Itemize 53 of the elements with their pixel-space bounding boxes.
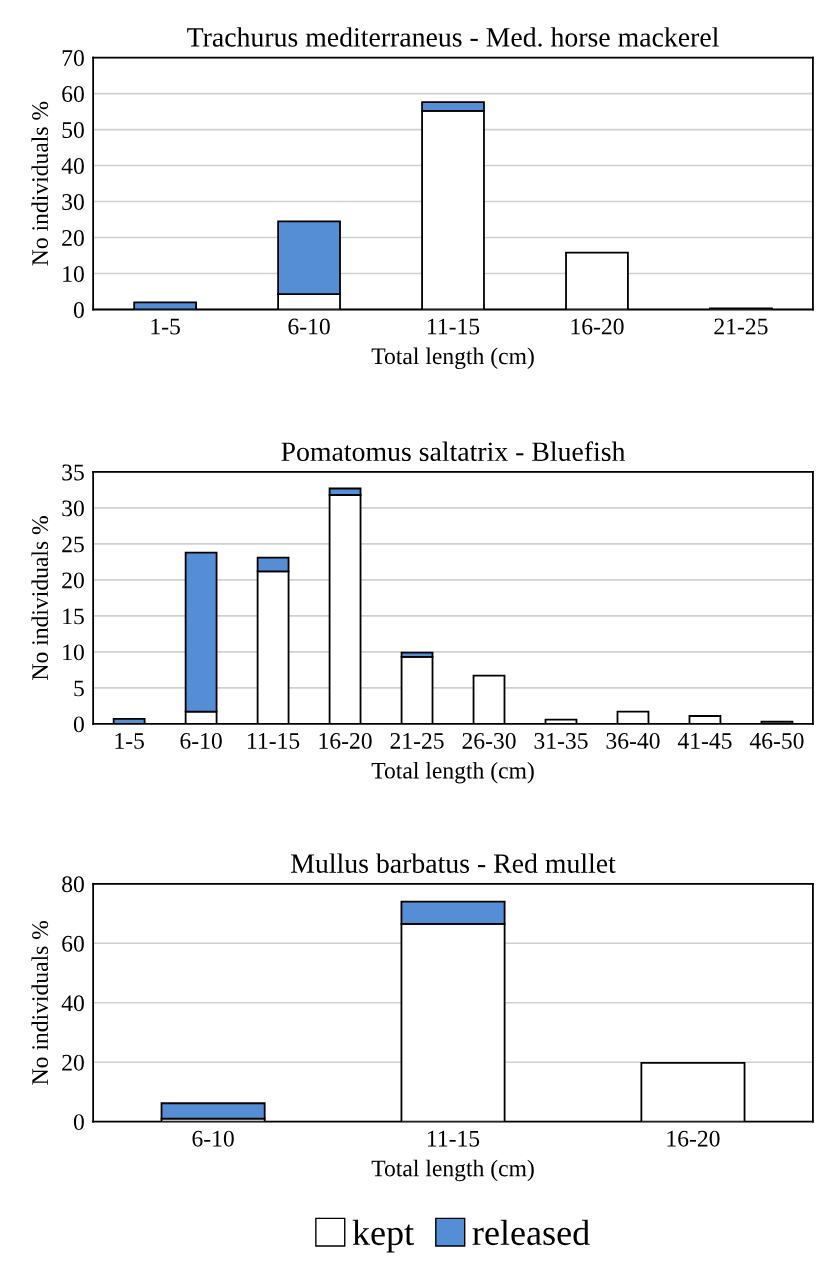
y-tick-label: 80	[62, 876, 84, 893]
x-tick-label: 21-25	[714, 318, 768, 335]
x-tick-label: 16-20	[571, 318, 624, 335]
x-tick-label: 41-45	[677, 733, 732, 749]
x-tick-label: 1-5	[151, 318, 180, 335]
y-axis-title: No individuals %	[31, 101, 49, 266]
chart-title: Mullus barbatus - Red mullet	[291, 853, 616, 873]
x-tick-label: 6-10	[180, 732, 222, 749]
bar	[160, 1102, 266, 1120]
x-tick-label: 6-10	[192, 1130, 234, 1147]
y-tick-label: 50	[62, 122, 84, 138]
y-tick-label: 15	[63, 608, 84, 625]
y-tick-label: 20	[62, 1054, 84, 1071]
y-tick-label: 60	[62, 86, 84, 102]
x-axis-title: Total length (cm)	[371, 347, 534, 370]
x-tick-label: 11-15	[248, 733, 300, 749]
y-axis-title: No individuals %	[31, 920, 49, 1085]
y-tick-label: 0	[73, 302, 84, 318]
y-tick-label: 25	[62, 536, 84, 553]
y-tick-label: 40	[61, 995, 84, 1012]
x-axis-title: Total length (cm)	[371, 1159, 534, 1182]
x-tick-label: 1-5	[115, 733, 144, 749]
x-tick-label: 36-40	[606, 732, 660, 749]
legend-label: kept	[352, 1219, 414, 1253]
y-tick-label: 20	[62, 572, 84, 589]
x-tick-label: 11-15	[428, 1130, 480, 1147]
y-tick-label: 0	[73, 1114, 84, 1131]
y-tick-label: 20	[62, 230, 84, 246]
x-axis-title: Total length (cm)	[371, 761, 534, 784]
y-axis-title: No individuals %	[31, 516, 49, 680]
y-tick-label: 30	[62, 194, 84, 210]
chart-title: Pomatomus saltatrix - Bluefish	[281, 441, 626, 462]
x-tick-label: 16-20	[319, 732, 372, 749]
bar	[133, 301, 197, 310]
x-tick-label: 21-25	[390, 733, 444, 749]
y-tick-label: 5	[74, 680, 84, 697]
y-tick-label: 60	[62, 935, 84, 952]
x-tick-label: 6-10	[288, 318, 330, 335]
x-tick-label: 16-20	[667, 1130, 720, 1147]
x-tick-label: 31-35	[534, 733, 588, 749]
x-tick-label: 11-15	[428, 318, 480, 335]
bar	[565, 251, 629, 310]
legend-label: released	[472, 1219, 590, 1246]
y-tick-label: 30	[62, 500, 84, 517]
chart-title: Trachurus mediterraneus - Med. horse mackerel	[187, 27, 719, 47]
y-tick-label: 40	[61, 158, 84, 174]
y-tick-label: 35	[62, 464, 84, 481]
x-tick-label: 26-30	[462, 732, 516, 749]
x-tick-label: 46-50	[749, 732, 804, 749]
y-tick-label: 0	[73, 716, 84, 733]
y-tick-label: 70	[62, 50, 84, 66]
y-tick-label: 10	[63, 644, 84, 661]
y-tick-label: 10	[63, 266, 84, 282]
